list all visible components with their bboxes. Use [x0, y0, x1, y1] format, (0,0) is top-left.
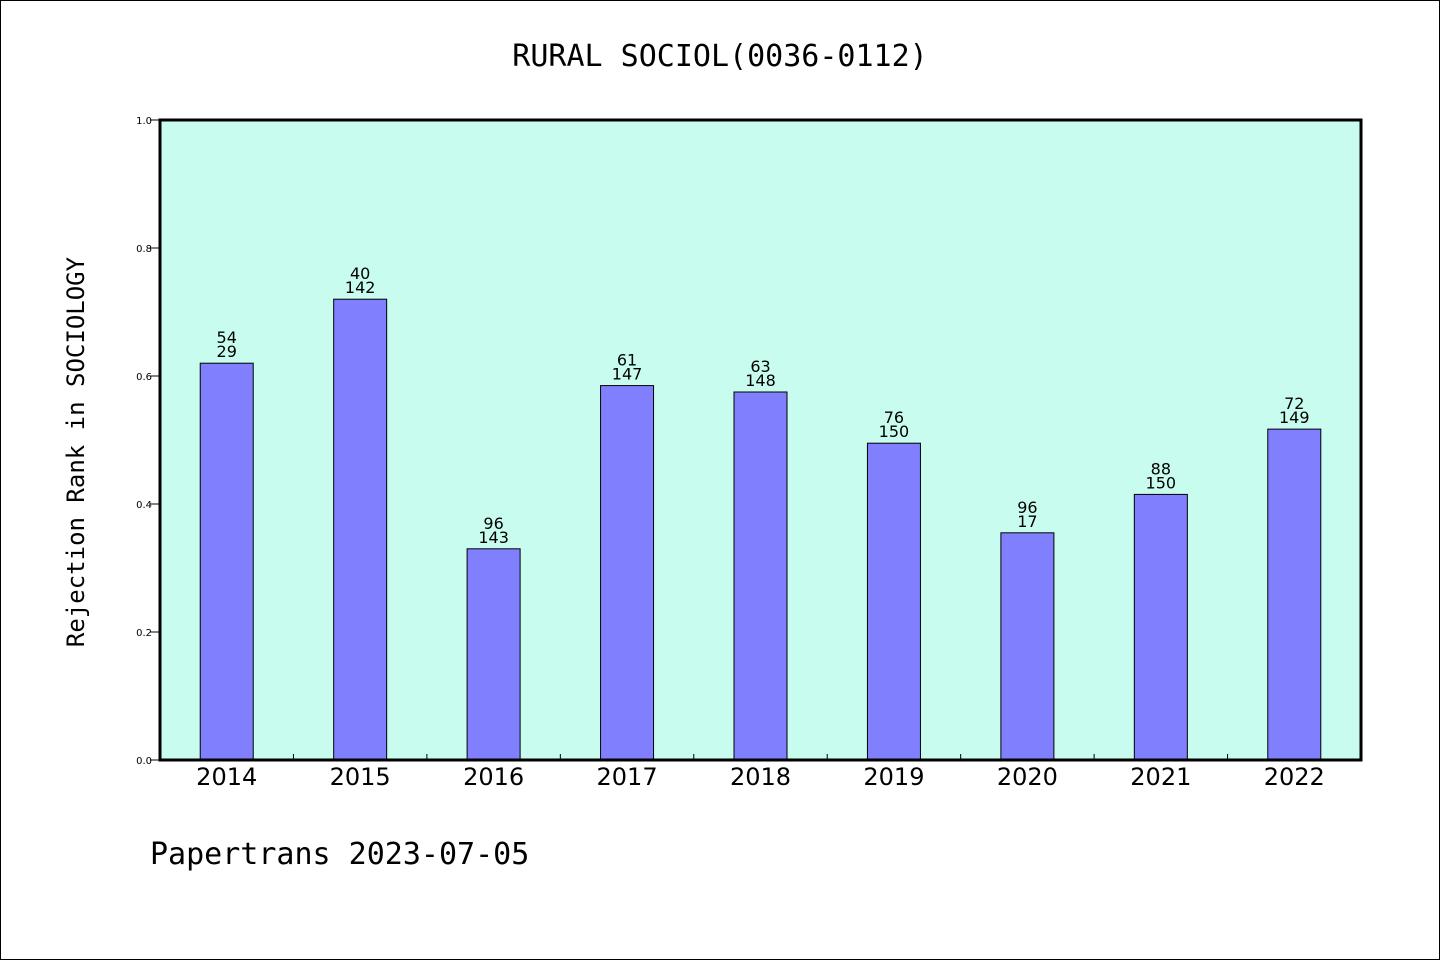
y-axis-label: Rejection Rank in SOCIOLOGY — [62, 256, 90, 647]
x-tick-label-2014: 2014 — [196, 763, 257, 791]
bar-label-bottom-2018: 148 — [745, 371, 776, 390]
x-tick-label-2021: 2021 — [1130, 763, 1191, 791]
plot-border — [158, 118, 1363, 762]
y-axis-ticks: 0.0 0.2 0.4 0.6 0.8 1.0 — [136, 116, 160, 767]
bar-label-top-2022: 72 — [1284, 394, 1304, 413]
y-tick-label-1.0: 1.0 — [136, 116, 152, 127]
bar-label-bottom-2020: 17 — [1017, 512, 1037, 531]
bar-2019 — [866, 442, 921, 761]
x-tick-label-2017: 2017 — [597, 763, 658, 791]
bar-label-top-2021: 88 — [1151, 459, 1171, 478]
bar-label-bottom-2019: 150 — [879, 422, 910, 441]
bar-2017 — [600, 385, 655, 761]
bar-label-top-2014: 54 — [217, 328, 237, 347]
bar-label-bottom-2015: 142 — [345, 278, 376, 297]
y-tick-label-0.0: 0.0 — [136, 756, 152, 767]
bar-2018 — [733, 391, 788, 761]
bar-label-bottom-2017: 147 — [612, 365, 643, 384]
y-tick-label-0.6: 0.6 — [136, 372, 152, 383]
bar-label-top-2019: 76 — [884, 408, 904, 427]
bar-label-bottom-2021: 150 — [1146, 473, 1177, 492]
chart-title: RURAL SOCIOL(0036-0112) — [512, 39, 927, 74]
bar-2021 — [1133, 493, 1188, 761]
bar-label-bottom-2022: 149 — [1279, 408, 1310, 427]
bar-2022 — [1267, 428, 1322, 761]
x-tick-label-2018: 2018 — [730, 763, 791, 791]
y-tick-label-0.8: 0.8 — [136, 244, 152, 255]
x-tick-label-2020: 2020 — [997, 763, 1058, 791]
bar-label-top-2020: 96 — [1017, 498, 1037, 517]
bar-2015 — [333, 298, 388, 761]
footer-text: Papertrans 2023-07-05 — [150, 837, 529, 872]
x-tick-label-2019: 2019 — [863, 763, 924, 791]
y-tick-label-0.4: 0.4 — [136, 500, 152, 511]
x-axis-ticks: 2014 2015 2016 2017 2018 2019 2020 2021 2022 — [196, 754, 1325, 791]
bar-2020 — [1000, 532, 1055, 761]
bar-label-top-2018: 63 — [750, 357, 770, 376]
x-tick-label-2022: 2022 — [1264, 763, 1325, 791]
bar-label-top-2016: 96 — [483, 514, 503, 533]
bar-label-bottom-2014: 29 — [217, 342, 237, 361]
bar-label-bottom-2016: 143 — [478, 528, 509, 547]
x-tick-label-2016: 2016 — [463, 763, 524, 791]
bar-label-top-2015: 40 — [350, 264, 370, 283]
bar-2016 — [466, 548, 521, 761]
bar-2014 — [199, 362, 254, 761]
bar-label-top-2017: 61 — [617, 351, 637, 370]
y-tick-label-0.2: 0.2 — [136, 628, 152, 639]
x-tick-label-2015: 2015 — [330, 763, 391, 791]
